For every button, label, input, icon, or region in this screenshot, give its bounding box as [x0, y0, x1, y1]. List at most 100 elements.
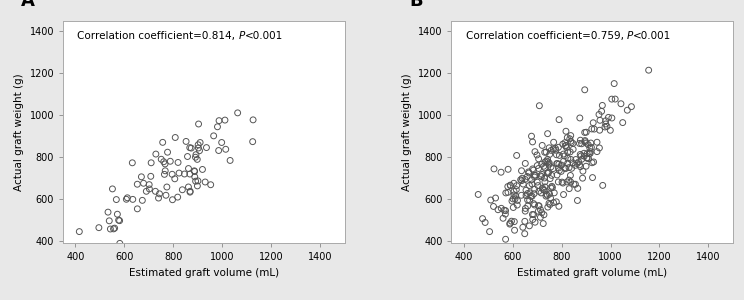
Point	[527, 140, 539, 144]
Point	[528, 175, 540, 179]
Point	[189, 174, 201, 179]
Point	[544, 192, 556, 197]
Point	[571, 161, 583, 166]
Point	[508, 219, 520, 224]
Point	[114, 241, 126, 246]
Point	[581, 156, 593, 161]
Point	[580, 164, 592, 169]
Point	[563, 178, 575, 182]
Point	[520, 188, 532, 193]
Point	[506, 199, 518, 203]
Point	[184, 145, 196, 150]
Point	[553, 162, 565, 167]
Point	[502, 184, 514, 189]
Point	[544, 202, 556, 207]
Point	[574, 116, 586, 120]
Point	[502, 190, 514, 195]
Point	[472, 192, 484, 197]
Point	[542, 157, 554, 162]
Point	[213, 148, 225, 153]
Point	[563, 186, 575, 191]
Point	[158, 172, 170, 177]
Point	[585, 141, 597, 146]
Point	[553, 166, 565, 170]
Point	[498, 208, 510, 213]
Point	[519, 219, 530, 224]
Point	[554, 153, 565, 158]
Point	[527, 167, 539, 171]
Point	[529, 149, 541, 154]
Point	[533, 103, 545, 108]
Point	[190, 152, 202, 157]
Point	[490, 196, 501, 200]
Point	[530, 173, 542, 178]
Point	[536, 162, 548, 167]
Point	[525, 194, 536, 199]
Point	[600, 118, 612, 123]
Point	[528, 173, 540, 178]
Point	[603, 115, 615, 120]
Point	[121, 195, 133, 200]
Point	[532, 183, 544, 188]
Point	[179, 172, 190, 176]
Point	[517, 225, 529, 230]
Point	[153, 191, 165, 196]
Point	[533, 166, 545, 171]
Point	[199, 180, 211, 184]
Point	[550, 146, 562, 151]
Point	[126, 160, 138, 165]
Point	[247, 118, 259, 122]
Point	[141, 189, 153, 194]
Point	[188, 168, 200, 173]
Point	[525, 177, 537, 182]
Point	[534, 215, 546, 220]
Point	[527, 168, 539, 172]
Point	[545, 164, 557, 169]
Point	[519, 209, 531, 214]
Point	[565, 139, 577, 144]
Point	[571, 198, 583, 203]
Point	[526, 182, 538, 186]
Point	[138, 181, 150, 186]
Point	[575, 154, 587, 158]
Point	[584, 149, 596, 154]
Point	[540, 194, 552, 199]
Point	[567, 160, 579, 165]
Point	[580, 139, 591, 144]
Point	[626, 104, 638, 109]
Point	[519, 161, 531, 166]
Point	[594, 118, 606, 123]
Point	[543, 201, 555, 206]
Point	[606, 116, 618, 120]
Point	[569, 182, 581, 187]
Text: P: P	[239, 31, 245, 41]
Point	[182, 166, 194, 171]
Point	[542, 171, 554, 176]
Point	[536, 172, 548, 177]
Point	[536, 210, 548, 215]
Point	[516, 193, 527, 198]
Point	[484, 229, 496, 234]
Point	[581, 151, 593, 156]
Point	[520, 193, 532, 198]
Point	[524, 224, 536, 228]
Point	[559, 140, 571, 145]
Point	[565, 140, 577, 145]
Point	[522, 191, 533, 196]
Point	[109, 226, 121, 231]
Point	[542, 170, 554, 175]
Point	[557, 181, 569, 185]
Point	[208, 134, 219, 138]
Point	[596, 109, 608, 114]
Point	[584, 146, 596, 151]
Point	[529, 187, 541, 192]
Point	[556, 180, 568, 184]
Point	[531, 180, 543, 184]
Point	[196, 167, 208, 172]
Point	[578, 154, 590, 159]
Point	[524, 183, 536, 188]
Point	[536, 143, 548, 148]
Point	[519, 231, 530, 236]
Point	[150, 189, 161, 194]
Point	[516, 178, 527, 183]
